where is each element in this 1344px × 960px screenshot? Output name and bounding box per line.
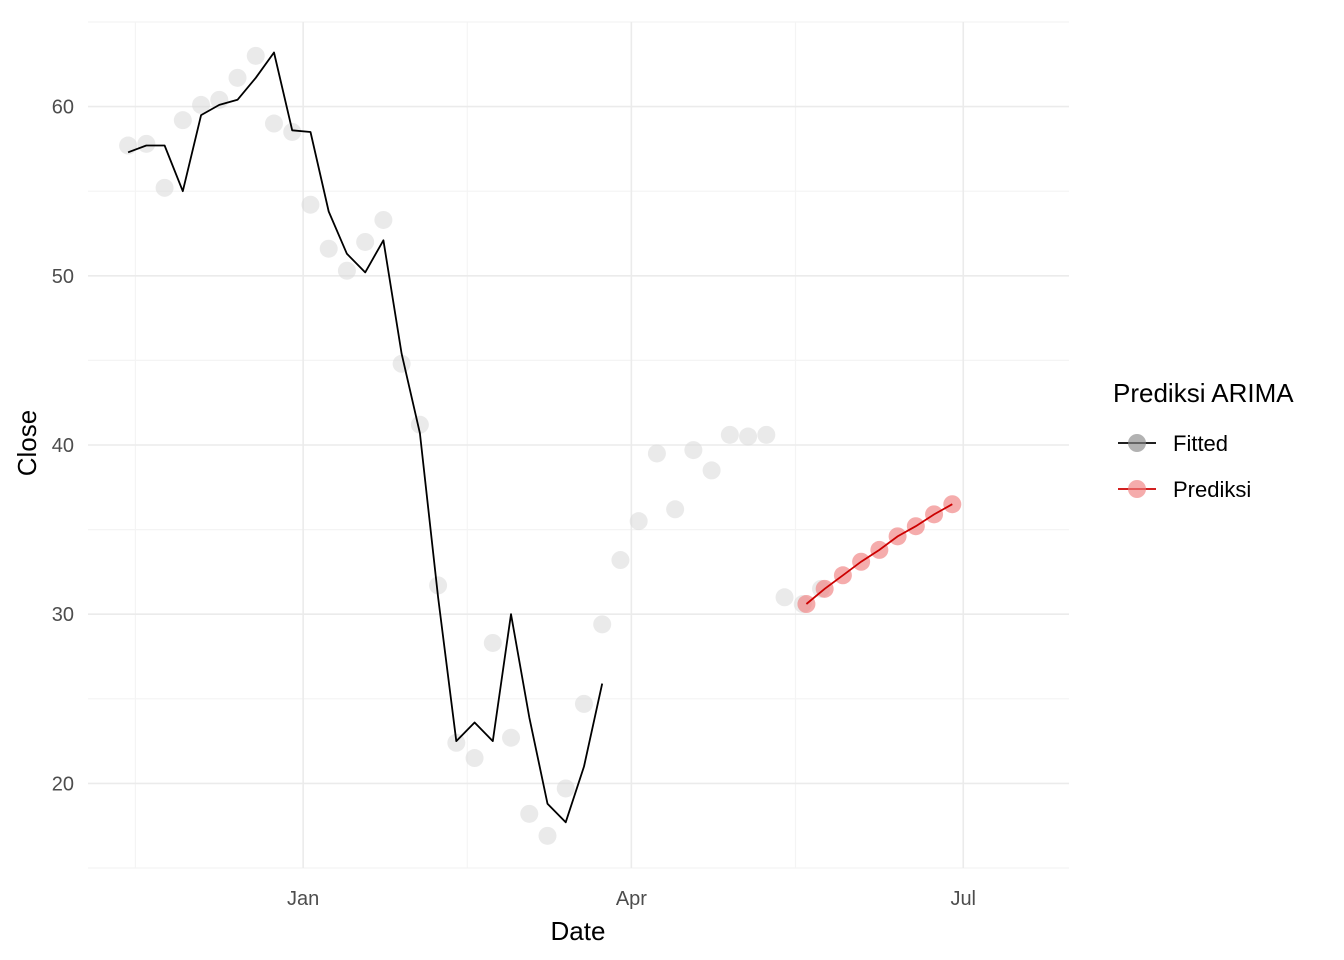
x-tick-label: Apr — [616, 888, 647, 910]
y-tick-label: 40 — [52, 435, 74, 457]
fitted-series — [127, 51, 604, 824]
observed-point — [757, 425, 776, 444]
observed-point — [356, 232, 375, 251]
observed-point — [611, 551, 630, 570]
observed-point — [483, 633, 502, 652]
observed-points — [119, 46, 831, 845]
legend-entries: Fitted Prediksi — [1118, 431, 1251, 502]
legend-label: Prediksi — [1173, 477, 1251, 502]
observed-point — [429, 576, 448, 595]
observed-point — [374, 210, 393, 229]
fitted-line — [127, 51, 604, 824]
observed-point — [155, 178, 174, 197]
x-axis-ticks: Jan Apr Jul — [287, 888, 976, 910]
prediksi-line — [805, 503, 953, 605]
observed-point — [647, 444, 666, 463]
major-gridlines — [88, 22, 1069, 868]
observed-point — [392, 354, 411, 373]
observed-point — [775, 588, 794, 607]
legend-label: Fitted — [1173, 431, 1228, 456]
legend: Prediksi ARIMA Fitted Prediksi — [1113, 378, 1294, 502]
observed-point — [192, 95, 211, 114]
observed-point — [593, 615, 612, 634]
observed-point — [574, 694, 593, 713]
observed-point — [137, 134, 156, 153]
observed-point — [666, 500, 685, 519]
observed-point — [739, 427, 758, 446]
observed-point — [447, 733, 466, 752]
observed-point — [410, 415, 429, 434]
legend-key-point — [1128, 480, 1146, 498]
observed-point — [264, 114, 283, 133]
x-tick-label: Jan — [287, 888, 319, 910]
observed-point — [556, 779, 575, 798]
observed-point — [246, 46, 265, 65]
observed-point — [301, 195, 320, 214]
y-tick-label: 60 — [52, 97, 74, 119]
observed-point — [702, 461, 721, 480]
observed-point — [465, 749, 484, 768]
observed-point — [283, 122, 302, 141]
observed-point — [228, 68, 247, 87]
y-axis-ticks: 20 30 40 50 60 — [52, 97, 74, 796]
y-tick-label: 50 — [52, 266, 74, 288]
observed-point — [629, 512, 648, 531]
prediksi-series — [797, 495, 962, 614]
legend-title: Prediksi ARIMA — [1113, 378, 1294, 408]
observed-point — [319, 239, 338, 258]
y-axis-title: Close — [12, 410, 42, 476]
y-tick-label: 30 — [52, 604, 74, 626]
observed-point — [337, 261, 356, 280]
observed-point — [173, 111, 192, 130]
legend-key-point — [1128, 434, 1146, 452]
observed-point — [538, 826, 557, 845]
observed-point — [210, 90, 229, 109]
observed-point — [684, 441, 703, 460]
x-axis-title: Date — [551, 916, 606, 946]
observed-point — [720, 425, 739, 444]
observed-point — [502, 728, 521, 747]
observed-point — [520, 804, 539, 823]
y-tick-label: 20 — [52, 773, 74, 795]
x-tick-label: Jul — [950, 888, 976, 910]
